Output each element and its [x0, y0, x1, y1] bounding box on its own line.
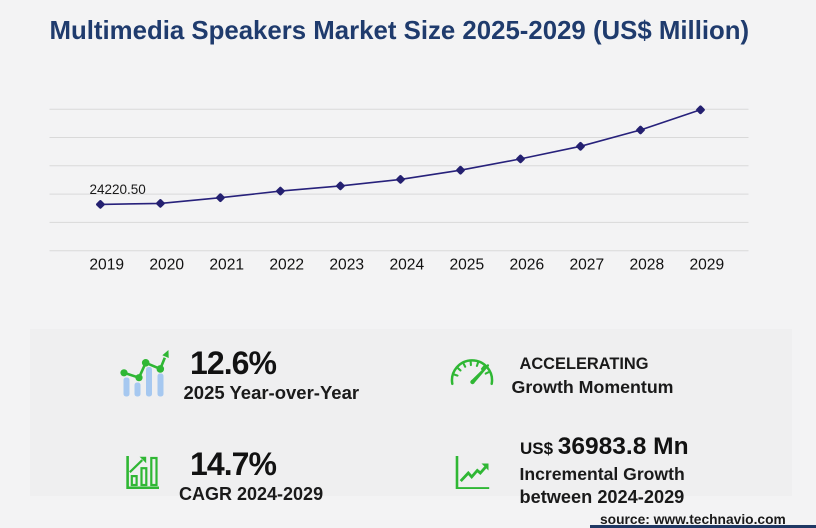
svg-text:2025: 2025 [449, 257, 484, 274]
svg-text:24220.50: 24220.50 [90, 182, 146, 197]
svg-text:2027: 2027 [569, 257, 604, 274]
svg-text:2029: 2029 [689, 257, 724, 274]
svg-text:2028: 2028 [629, 257, 664, 274]
svg-text:2022: 2022 [269, 257, 304, 274]
svg-text:2026: 2026 [509, 257, 544, 274]
svg-text:2023: 2023 [329, 257, 364, 274]
svg-text:2021: 2021 [209, 257, 244, 274]
svg-text:2024: 2024 [389, 257, 424, 274]
svg-text:2020: 2020 [149, 257, 184, 274]
svg-text:2019: 2019 [89, 257, 124, 274]
